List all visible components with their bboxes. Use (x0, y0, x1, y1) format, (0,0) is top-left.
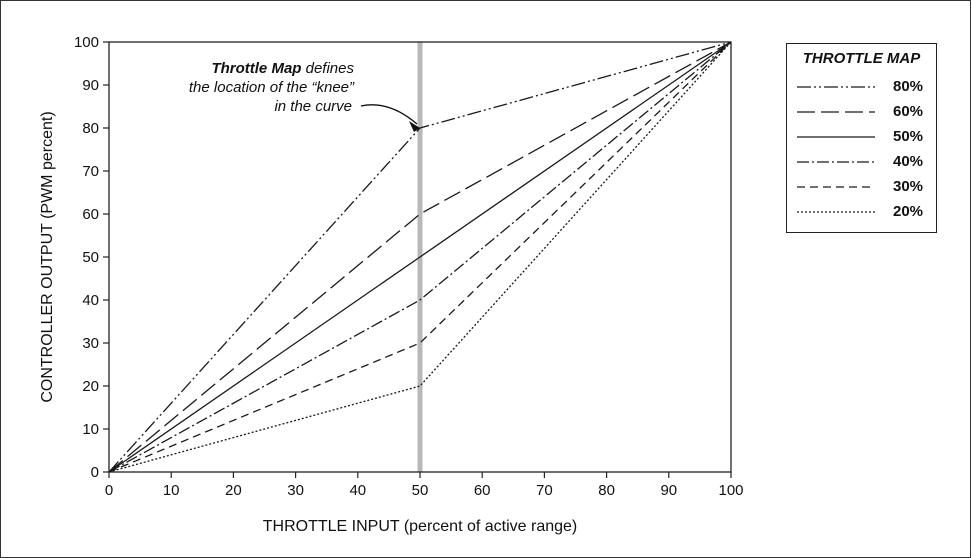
series-line-30pct (108, 41, 732, 473)
y-tick-label: 60 (82, 206, 99, 223)
y-tick-label: 50 (82, 249, 99, 266)
x-tick-label: 30 (287, 482, 304, 499)
series-line-40pct (108, 41, 732, 473)
legend-item: 40% (787, 151, 936, 173)
legend-label: 40% (893, 153, 924, 170)
axes: 0 10 20 30 40 50 60 70 80 90 100 0 10 20 30 40 50 60 70 80 9… (74, 34, 744, 499)
legend-label: 60% (893, 103, 924, 120)
legend-swatch (797, 161, 875, 163)
legend-item: 20% (787, 201, 936, 223)
annotation-arrowhead (409, 121, 420, 132)
legend-item: 50% (787, 126, 936, 148)
annotation-line1: Throttle Map defines (211, 60, 354, 77)
y-tick-label: 30 (82, 335, 99, 352)
x-tick-label: 40 (349, 482, 366, 499)
annotation-arrow (360, 104, 418, 125)
annotation-line2: the location of the “knee” (189, 79, 355, 96)
y-tick-label: 80 (82, 120, 99, 137)
legend-swatch (797, 86, 875, 88)
y-tick-label: 90 (82, 77, 99, 94)
y-tick-label: 20 (82, 378, 99, 395)
series-line-50pct (108, 41, 732, 473)
annotation-line3: in the curve (274, 98, 352, 115)
x-tick-label: 20 (225, 482, 242, 499)
legend: THROTTLE MAP 80% 60% 50% 40% 30% 20% (786, 43, 937, 233)
y-tick-label: 70 (82, 163, 99, 180)
x-tick-label: 90 (660, 482, 677, 499)
x-tick-label: 100 (718, 482, 743, 499)
legend-item: 60% (787, 101, 936, 123)
legend-title: THROTTLE MAP (802, 50, 921, 67)
annotation-bold: Throttle Map (211, 60, 301, 77)
legend-swatch (797, 111, 875, 113)
x-tick-label: 60 (474, 482, 491, 499)
series-line-60pct (108, 41, 732, 473)
x-axis-label: THROTTLE INPUT (percent of active range) (263, 518, 577, 535)
annotation-line1-rest: defines (301, 60, 354, 77)
legend-label: 50% (893, 128, 924, 145)
legend-swatch (797, 211, 875, 213)
x-tick-label: 10 (163, 482, 180, 499)
legend-item: 80% (787, 76, 936, 98)
legend-label: 20% (893, 203, 924, 220)
x-tick-label: 50 (412, 482, 429, 499)
legend-item: 30% (787, 176, 936, 198)
annotation-layer: Throttle Map defines the location of the… (189, 60, 420, 132)
y-tick-label: 100 (74, 34, 99, 51)
y-axis-label: CONTROLLER OUTPUT (PWM percent) (39, 111, 56, 402)
legend-swatch (797, 136, 875, 138)
x-tick-label: 80 (598, 482, 615, 499)
x-tick-label: 0 (105, 482, 113, 499)
legend-label: 80% (893, 78, 924, 95)
y-tick-label: 40 (82, 292, 99, 309)
legend-swatch (797, 186, 875, 188)
legend-label: 30% (893, 178, 924, 195)
x-tick-label: 70 (536, 482, 553, 499)
y-tick-label: 10 (82, 421, 99, 438)
y-tick-label: 0 (91, 464, 99, 481)
